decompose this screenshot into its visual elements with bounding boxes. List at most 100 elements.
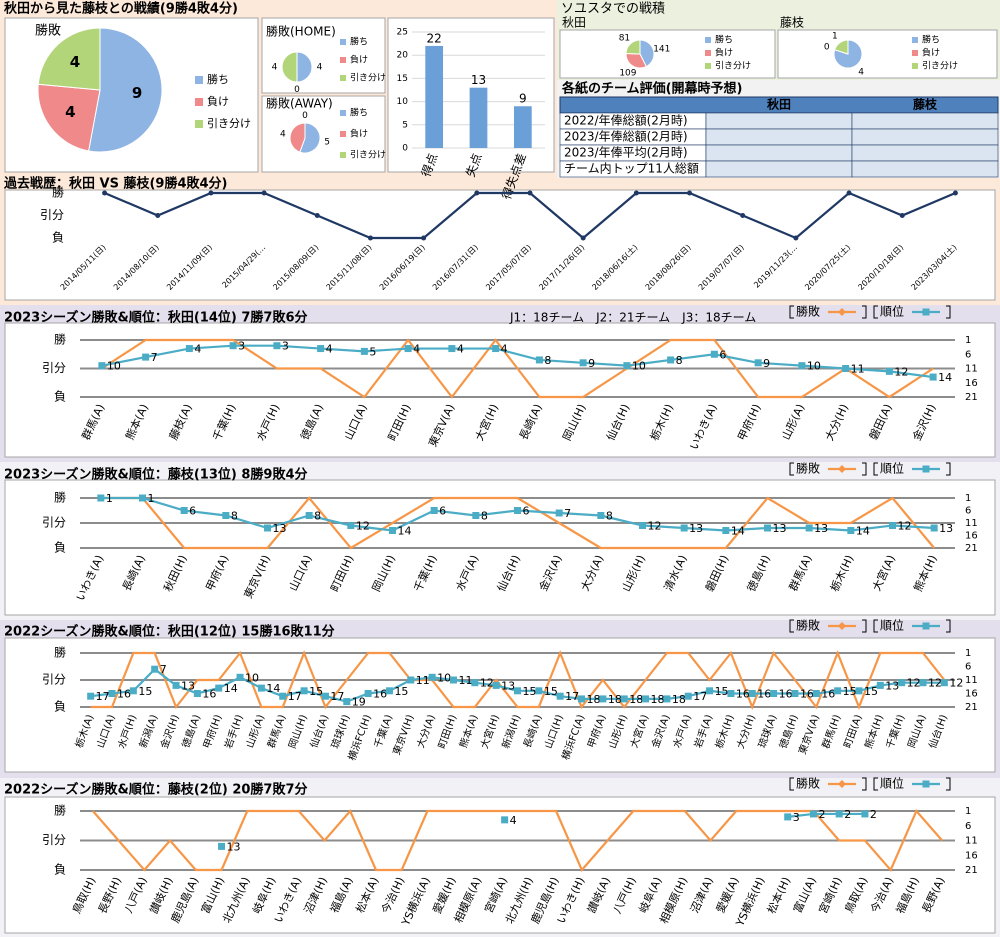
data-label: 15 [843,685,857,698]
legend-swatch [705,37,711,43]
y-tick-label: 引分 [42,516,66,530]
legend-label: 勝ち [922,34,940,46]
data-label: 14 [731,525,745,538]
data-label: 15 [864,685,878,698]
legend-bracket [946,777,951,791]
y-tick-label: 負 [54,541,66,555]
bar [425,45,444,148]
marker [108,690,116,697]
marker [317,345,325,353]
series-line [787,812,865,818]
marker [754,359,762,367]
data-label: 12 [648,520,662,533]
legend-label: 勝敗 [796,776,820,791]
marker [555,509,563,517]
legend-bracket [789,462,794,476]
data-label: 18 [672,693,686,706]
data-label: 12 [898,520,912,533]
legend-swatch [912,50,918,56]
y2-tick-label: 16 [965,378,978,389]
marker [343,698,351,706]
marker [620,695,628,703]
y2-tick-label: 11 [965,836,978,847]
data-label: 8 [676,354,683,367]
y-tick-label: 負 [54,390,66,404]
marker [492,681,500,689]
legend-swatch [195,98,203,106]
marker [791,690,799,697]
y2-tick-label: 16 [965,531,978,542]
legend-marker [922,622,930,630]
data-label: 16 [736,688,750,701]
marker [449,676,457,684]
legend-swatch [340,39,346,45]
data-label: 4 [501,343,508,356]
marker [535,687,543,695]
data-label: 6 [439,505,446,518]
data-label: 10 [107,360,121,373]
data-label: 5 [324,137,330,147]
data-label: 17 [565,690,579,703]
marker [151,665,159,673]
marker [172,681,180,689]
marker [599,695,607,703]
data-label: 15 [544,685,558,698]
data-label: 15 [138,685,152,698]
data-label: 4 [413,343,420,356]
marker [229,342,237,350]
data-label: 10 [632,360,646,373]
data-label: 14 [266,682,280,695]
marker [385,687,393,695]
marker [846,190,852,196]
marker [527,190,533,196]
data-label: 14 [856,525,870,538]
marker [798,362,806,370]
marker [663,695,671,703]
data-label: 8 [231,510,238,523]
data-label: 13 [227,840,241,853]
marker [367,235,373,241]
marker [321,692,329,700]
series-line [100,496,936,550]
data-label: 16 [779,688,793,701]
legend-marker [838,780,846,788]
marker [579,359,587,367]
marker [861,810,869,818]
legend-swatch [195,76,203,84]
marker [364,690,372,697]
marker [855,687,863,695]
legend-bracket [862,462,867,476]
marker [929,373,937,381]
legend-bracket [946,462,951,476]
data-label: 4 [70,53,80,71]
y-tick-label: 引分 [40,208,64,222]
y-tick-label: 25 [397,28,408,38]
data-label: 12 [928,677,942,690]
data-label: 12 [894,365,908,378]
data-label: 18 [587,693,601,706]
table-cell [851,160,999,178]
marker [597,512,605,519]
legend-label: 順位 [880,304,904,319]
panel-title: ソユスタでの戦積 [561,2,665,17]
chart-box [261,17,386,94]
data-label: 10 [245,671,259,684]
data-label: 17 [96,690,110,703]
marker [208,190,214,196]
panel-title: 秋田から見た藤枝との戦績(9勝4敗4分) [4,1,238,17]
y-tick-label: 0 [402,144,408,154]
marker [556,692,564,700]
data-label: 12 [907,677,921,690]
legend-label: 引き分け [207,116,251,130]
marker [784,813,792,821]
table-cell [851,144,999,162]
data-label: 141 [653,44,670,54]
row-label: チーム内トップ11人総額 [564,162,699,176]
marker [218,842,226,850]
data-label: 1 [148,492,155,505]
data-label: 13 [689,522,703,535]
data-label: 13 [181,679,195,692]
column-header: 秋田 [767,97,791,112]
marker [684,692,692,700]
marker [98,362,106,370]
